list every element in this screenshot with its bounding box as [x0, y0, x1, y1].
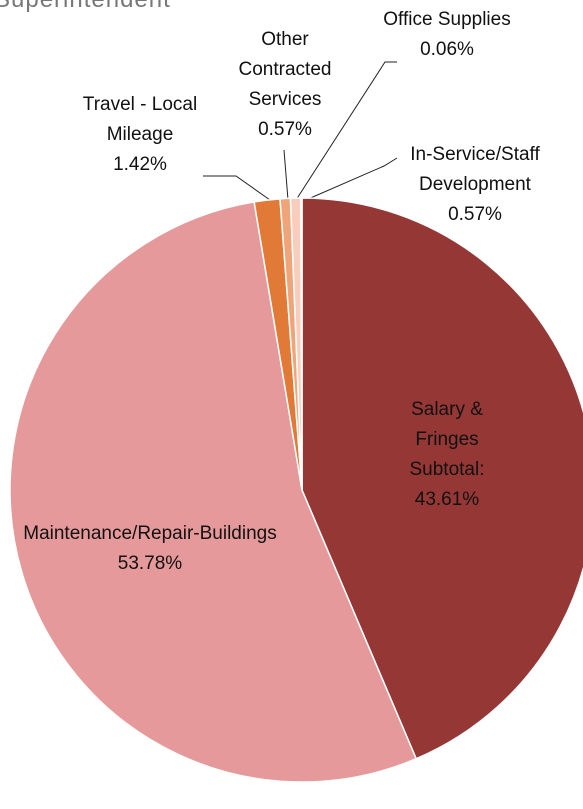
chart-title: Superintendent — [0, 0, 171, 14]
slice-label: Travel - Local Mileage 1.42% — [50, 90, 230, 180]
leader-line — [203, 175, 271, 201]
value-label: 43.61% — [414, 489, 480, 510]
slice-label: In-Service/Staff Development 0.57% — [385, 140, 565, 230]
value-label: 0.57% — [258, 119, 312, 140]
slice-label: Office Supplies 0.06% — [357, 5, 537, 65]
pie-slice — [300, 197, 303, 491]
slice-label: Salary & Fringes Subtotal: 43.61% — [392, 395, 502, 515]
category-name: Travel - Local Mileage — [82, 94, 198, 145]
leader-line — [283, 149, 289, 201]
pie-slice — [301, 197, 583, 760]
category-name: Other Contracted Services — [238, 29, 332, 110]
value-label: 0.06% — [420, 39, 474, 60]
slice-label: Maintenance/Repair-Buildings 53.78% — [10, 519, 290, 579]
value-label: 0.57% — [448, 204, 502, 225]
category-name: Salary & Fringes Subtotal: — [409, 399, 485, 480]
leader-line — [298, 157, 398, 204]
value-label: 53.78% — [117, 553, 183, 574]
category-name: In-Service/Staff Development — [410, 144, 540, 195]
pie-slice — [9, 201, 418, 783]
category-name: Maintenance/Repair-Buildings — [23, 523, 277, 544]
category-name: Office Supplies — [383, 9, 511, 30]
leader-line — [295, 61, 397, 201]
value-label: 1.42% — [113, 154, 167, 175]
slice-label: Other Contracted Services 0.57% — [220, 25, 350, 145]
